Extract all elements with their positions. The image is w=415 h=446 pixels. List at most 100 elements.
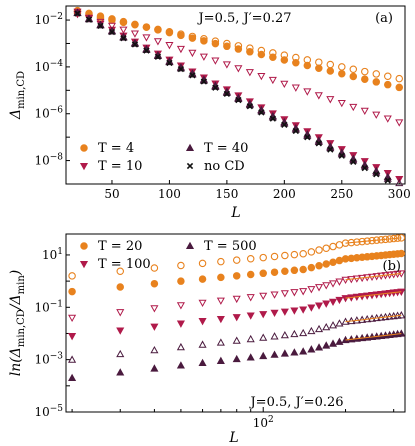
data-point-T10-open (245, 69, 254, 77)
legend-marker-T10 (79, 162, 89, 171)
data-point-T20-filled (116, 283, 124, 291)
data-point-noCD (189, 72, 196, 79)
x-tick-label: 200 (273, 187, 296, 201)
data-point-T10-open (199, 53, 208, 61)
data-point-T4 (338, 69, 346, 78)
data-point-noCD (315, 140, 322, 147)
data-point-noCD (154, 53, 162, 60)
data-point-T10-open (119, 26, 128, 34)
data-point-T20-filled (281, 267, 289, 275)
data-point-T500-filled (216, 356, 225, 364)
data-point-T100-filled (246, 312, 255, 320)
data-point-noCD (350, 158, 357, 166)
data-point-T100-filled (322, 300, 331, 308)
data-point-T20-filled (68, 287, 76, 296)
data-point-T4 (211, 39, 220, 48)
data-point-T10-open (291, 84, 300, 92)
data-point-T4 (177, 31, 185, 40)
data-point-T20-filled (270, 268, 279, 276)
data-point-T10-open (395, 119, 404, 127)
data-point-T20-filled (307, 263, 316, 272)
data-point-T500-open (216, 338, 225, 346)
data-point-T20-open (299, 250, 307, 258)
data-point-T500-filled (314, 343, 324, 351)
data-point-T500-open (198, 340, 207, 348)
data-point-T20-open (335, 241, 344, 249)
data-point-T20-filled (315, 262, 323, 270)
data-point-T10-open (188, 49, 197, 58)
legend-marker-noCD (186, 162, 194, 170)
data-point-T20-filled (150, 279, 159, 288)
data-point-T4 (223, 42, 231, 51)
data-point-T4 (246, 48, 254, 56)
y-tick-label: 10−3 (34, 352, 63, 367)
data-point-T500-open (335, 319, 344, 327)
data-point-T20-filled (299, 265, 307, 274)
data-point-T500-filled (335, 337, 344, 345)
data-point-T500-open (232, 336, 241, 344)
data-point-T20-open (150, 264, 159, 272)
data-point-T500-filled (259, 351, 268, 360)
data-point-T20-open (217, 257, 225, 266)
data-point-T100-filled (232, 314, 241, 322)
data-point-T20-open (116, 267, 124, 276)
x-tick-label: 102 (253, 415, 274, 430)
data-point-T10-open (268, 76, 277, 85)
data-point-noCD (292, 127, 299, 135)
data-point-T20-open (270, 252, 279, 261)
data-point-T10-open (383, 115, 392, 123)
data-point-noCD (223, 90, 231, 98)
data-point-T10-open (176, 45, 185, 54)
data-point-T500-filled (150, 364, 159, 372)
data-point-T20-filled (246, 270, 255, 279)
data-point-T4-open (361, 67, 369, 76)
data-point-T500-open (280, 330, 289, 339)
y-tick-label: 101 (42, 247, 63, 262)
data-point-T4 (119, 17, 128, 26)
data-point-T100-filled (216, 315, 225, 324)
data-point-T100-filled (176, 320, 185, 328)
data-point-T500-filled (328, 339, 338, 347)
panel-b-xlabel: L (228, 430, 238, 446)
data-point-T4 (326, 67, 335, 75)
data-point-T4 (142, 23, 151, 31)
data-point-T4 (154, 26, 162, 34)
data-point-T500-open (307, 326, 316, 335)
data-point-T4 (234, 45, 243, 53)
data-point-T100-open (335, 278, 344, 286)
panel-a-label: (a) (375, 11, 393, 26)
data-point-noCD (97, 22, 104, 30)
data-point-T4 (96, 12, 105, 20)
fit-line-T500-open (345, 314, 402, 323)
data-point-T500-filled (116, 368, 125, 376)
x-tick-label: 300 (388, 187, 411, 201)
data-point-noCD (269, 115, 277, 122)
data-point-noCD (131, 41, 139, 48)
data-point-T4 (349, 72, 358, 81)
data-point-T4 (257, 50, 266, 59)
data-point-T20-open (177, 261, 185, 270)
panel-b-label: (b) (383, 259, 401, 274)
data-point-T500-filled (270, 350, 279, 358)
data-point-T4 (292, 58, 300, 67)
data-point-noCD (258, 109, 265, 116)
data-point-T100-open (116, 309, 125, 317)
data-point-T10-open (130, 30, 139, 38)
data-point-T100-filled (270, 309, 279, 318)
data-point-noCD (200, 78, 208, 85)
data-point-T500-filled (290, 348, 299, 356)
y-tick-label: 10−2 (34, 12, 63, 27)
data-point-T100-filled (314, 302, 324, 310)
data-point-T100-filled (198, 318, 207, 326)
data-point-T20-filled (217, 273, 225, 282)
data-point-T500-open (328, 321, 338, 329)
data-point-T4-open (326, 60, 335, 69)
x-tick-label: 50 (104, 187, 119, 201)
data-point-T500-filled (246, 353, 255, 361)
data-point-T500-open (259, 333, 268, 341)
data-point-T100-filled (68, 333, 77, 341)
data-point-noCD (177, 65, 185, 73)
fit-line-T100-open (345, 272, 402, 281)
data-point-T4 (384, 80, 392, 89)
data-point-noCD (361, 164, 368, 172)
